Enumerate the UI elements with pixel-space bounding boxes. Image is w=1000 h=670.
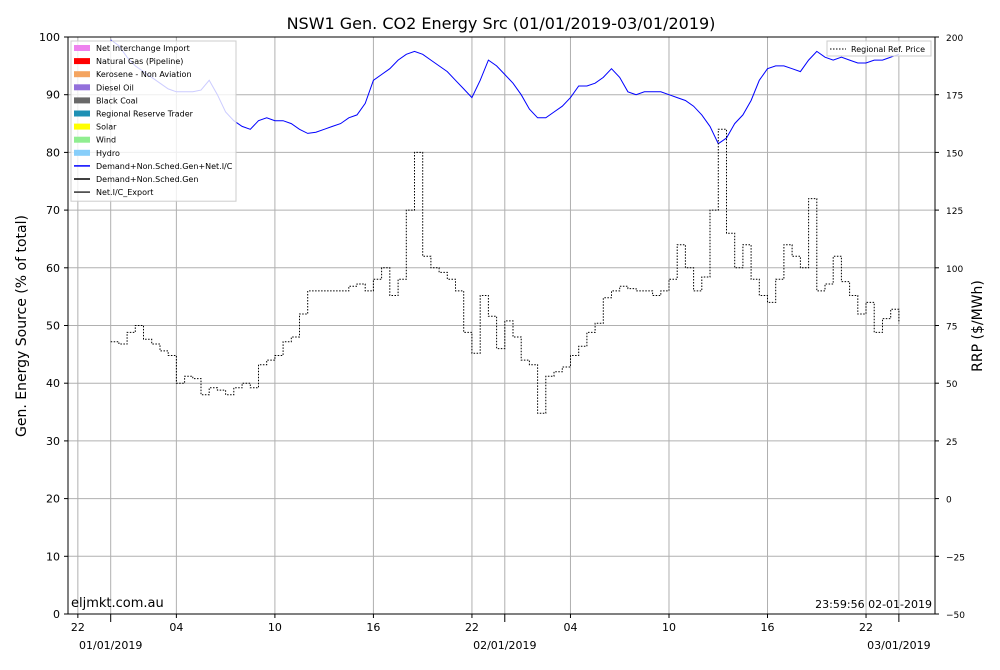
legend-swatch xyxy=(74,84,90,91)
y2-tick-label: 75 xyxy=(946,323,957,333)
y-tick-label: 90 xyxy=(46,89,60,102)
watermark: eljmkt.com.au xyxy=(71,596,164,611)
y-tick-label: 70 xyxy=(46,204,60,217)
legend-left-box xyxy=(70,40,237,202)
legend-swatch xyxy=(74,71,90,78)
legend-swatch xyxy=(74,58,90,65)
legend-entry-label: Kerosene - Non Aviation xyxy=(96,70,192,79)
legend-right-box xyxy=(826,40,932,57)
legend-swatch xyxy=(74,110,90,117)
y-tick-label: 100 xyxy=(39,31,60,44)
legend-entry-label: Natural Gas (Pipeline) xyxy=(96,57,183,66)
legend-swatch xyxy=(74,149,90,156)
legend-entry-label: Demand+Non.Sched.Gen xyxy=(96,175,198,184)
timestamp: 23:59:56 02-01-2019 xyxy=(815,598,932,611)
legend-entry-label: Diesel Oil xyxy=(96,83,134,92)
legend-swatch xyxy=(74,45,90,51)
y2-tick-label: 25 xyxy=(946,438,957,448)
y-tick-label: 30 xyxy=(46,435,60,448)
x-tick-label: 04 xyxy=(563,621,577,634)
x-date-label: 01/01/2019 xyxy=(79,639,142,652)
y-tick-label: 80 xyxy=(46,146,60,159)
y-tick-label: 60 xyxy=(46,262,60,275)
legend-entry-label: Wind xyxy=(96,136,116,145)
y2-tick-label: −25 xyxy=(946,553,965,563)
y-tick-label: 20 xyxy=(46,493,60,506)
y2-tick-label: −50 xyxy=(946,611,965,621)
legend-swatch xyxy=(74,97,90,104)
axes: 0 10 20 30 40 50 60 70 80 90 100 −50 −25 0 25 50 75 100 12… xyxy=(39,31,965,652)
legend-swatch xyxy=(74,136,90,143)
y2-tick-label: 175 xyxy=(946,92,963,102)
legend-right: Regional Ref. Price xyxy=(826,40,932,57)
x-tick-label: 22 xyxy=(71,621,85,634)
y2-tick-label: 50 xyxy=(946,380,958,390)
y-tick-label: 50 xyxy=(46,320,60,333)
x-tick-label: 16 xyxy=(366,621,380,634)
y2-tick-label: 0 xyxy=(946,496,952,506)
x-date-label: 02/01/2019 xyxy=(473,639,536,652)
legend-entry-label: Demand+Non.Sched.Gen+Net.I/C xyxy=(96,162,233,171)
x-tick-label: 22 xyxy=(859,621,873,634)
y-tick-label: 40 xyxy=(46,377,60,390)
legend-entry-label: Net.I/C_Export xyxy=(96,188,153,197)
y2-tick-label: 200 xyxy=(946,34,963,44)
x-tick-label: 16 xyxy=(761,621,775,634)
chart-title: NSW1 Gen. CO2 Energy Src (01/01/2019-03/… xyxy=(287,14,716,33)
x-tick-label: 10 xyxy=(662,621,676,634)
x-tick-label: 10 xyxy=(268,621,282,634)
legend-entry-label: Solar xyxy=(96,123,117,132)
legend-entry-label: Regional Reserve Trader xyxy=(96,110,194,119)
y2-tick-label: 100 xyxy=(946,265,963,275)
legend-entry-label: Regional Ref. Price xyxy=(851,45,925,54)
y2-axis-label: RRP ($/MWh) xyxy=(970,280,986,372)
series-layer xyxy=(110,39,900,414)
series-demand-non-sched-gen-net-i-c xyxy=(110,39,900,145)
x-tick-label: 04 xyxy=(169,621,183,634)
legend-swatch xyxy=(74,123,90,130)
y2-tick-label: 150 xyxy=(946,149,963,159)
y-tick-label: 0 xyxy=(53,608,60,621)
x-date-label: 03/01/2019 xyxy=(867,639,930,652)
x-tick-label: 22 xyxy=(465,621,479,634)
y2-tick-label: 125 xyxy=(946,207,963,217)
legend-entry-label: Hydro xyxy=(96,149,120,158)
y-tick-label: 10 xyxy=(46,550,60,563)
legend-entry-label: Black Coal xyxy=(96,96,138,105)
legend-entry-label: Net Interchange Import xyxy=(96,44,190,53)
y-axis-label: Gen. Energy Source (% of total) xyxy=(14,215,30,437)
legend-left: Net Interchange Import Natural Gas (Pipel… xyxy=(70,40,237,202)
